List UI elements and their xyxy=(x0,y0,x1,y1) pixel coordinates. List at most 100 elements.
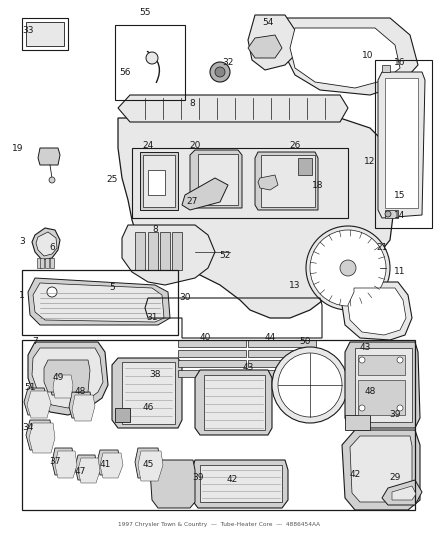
Polygon shape xyxy=(191,460,287,508)
Polygon shape xyxy=(50,258,54,268)
Text: 42: 42 xyxy=(349,471,360,480)
Text: 5: 5 xyxy=(109,284,115,293)
Polygon shape xyxy=(391,486,415,500)
Text: 13: 13 xyxy=(289,280,300,289)
Polygon shape xyxy=(194,370,272,435)
Polygon shape xyxy=(200,465,281,502)
Polygon shape xyxy=(247,360,315,367)
Text: 49: 49 xyxy=(52,374,64,383)
Circle shape xyxy=(305,226,389,310)
Text: 25: 25 xyxy=(106,175,117,184)
Polygon shape xyxy=(357,380,404,415)
Text: 8: 8 xyxy=(152,225,158,235)
Polygon shape xyxy=(177,370,245,377)
Polygon shape xyxy=(247,350,315,357)
Polygon shape xyxy=(349,436,411,502)
Polygon shape xyxy=(26,22,64,46)
Circle shape xyxy=(339,260,355,276)
Polygon shape xyxy=(32,228,60,260)
Polygon shape xyxy=(55,451,77,478)
Polygon shape xyxy=(384,210,397,218)
Text: 31: 31 xyxy=(146,313,157,322)
Text: 48: 48 xyxy=(74,387,85,397)
Polygon shape xyxy=(27,391,51,418)
Text: 37: 37 xyxy=(49,457,60,466)
Polygon shape xyxy=(148,232,158,270)
Text: 32: 32 xyxy=(222,58,233,67)
Polygon shape xyxy=(122,225,215,285)
Circle shape xyxy=(146,52,158,64)
Polygon shape xyxy=(28,278,170,325)
Text: 41: 41 xyxy=(99,461,110,470)
Circle shape xyxy=(384,211,390,217)
Polygon shape xyxy=(26,420,52,450)
Polygon shape xyxy=(247,370,315,377)
Polygon shape xyxy=(53,375,73,398)
Text: 55: 55 xyxy=(139,7,150,17)
Text: 48: 48 xyxy=(364,387,375,397)
Text: 8: 8 xyxy=(189,99,194,108)
Text: 39: 39 xyxy=(192,473,203,482)
Polygon shape xyxy=(52,448,74,475)
Text: 46: 46 xyxy=(142,403,153,413)
Polygon shape xyxy=(182,178,227,210)
Polygon shape xyxy=(148,170,165,195)
Text: 44: 44 xyxy=(264,334,275,343)
Polygon shape xyxy=(122,362,175,424)
Circle shape xyxy=(396,405,402,411)
Polygon shape xyxy=(135,232,145,270)
Polygon shape xyxy=(150,460,194,508)
Text: 43: 43 xyxy=(242,364,253,373)
Polygon shape xyxy=(177,340,245,347)
Circle shape xyxy=(49,177,55,183)
Circle shape xyxy=(309,230,385,306)
Polygon shape xyxy=(247,35,281,58)
Text: 7: 7 xyxy=(32,337,38,346)
Polygon shape xyxy=(297,158,311,175)
Text: 15: 15 xyxy=(393,190,405,199)
Text: 54: 54 xyxy=(262,18,273,27)
Text: 34: 34 xyxy=(22,424,34,432)
Text: 27: 27 xyxy=(186,198,197,206)
Text: 43: 43 xyxy=(358,343,370,352)
Text: 19: 19 xyxy=(12,143,24,152)
Polygon shape xyxy=(347,288,405,335)
Polygon shape xyxy=(384,78,417,208)
Polygon shape xyxy=(24,388,48,415)
Text: 3: 3 xyxy=(19,238,25,246)
Circle shape xyxy=(209,62,230,82)
Polygon shape xyxy=(33,283,164,322)
Text: 14: 14 xyxy=(393,211,405,220)
Text: 1: 1 xyxy=(19,290,25,300)
Polygon shape xyxy=(118,95,347,122)
Polygon shape xyxy=(112,358,182,428)
Circle shape xyxy=(272,347,347,423)
Polygon shape xyxy=(32,348,103,408)
Polygon shape xyxy=(100,453,123,478)
Polygon shape xyxy=(22,18,68,50)
Polygon shape xyxy=(50,372,70,395)
Polygon shape xyxy=(279,18,417,95)
Text: 1997 Chrysler Town & Country  —  Tube-Heater Core  —  4886454AA: 1997 Chrysler Town & Country — Tube-Heat… xyxy=(118,522,319,528)
Polygon shape xyxy=(377,72,424,218)
Circle shape xyxy=(47,287,57,297)
Polygon shape xyxy=(357,355,404,375)
Polygon shape xyxy=(118,118,394,318)
Polygon shape xyxy=(172,232,182,270)
Text: 10: 10 xyxy=(361,51,373,60)
Text: 39: 39 xyxy=(389,410,400,419)
Text: 29: 29 xyxy=(389,473,400,482)
Polygon shape xyxy=(261,155,314,207)
Bar xyxy=(115,25,184,100)
Text: 18: 18 xyxy=(311,181,323,190)
Text: 52: 52 xyxy=(219,251,230,260)
Polygon shape xyxy=(247,340,315,347)
Polygon shape xyxy=(97,450,120,475)
Polygon shape xyxy=(254,152,317,210)
Polygon shape xyxy=(28,342,108,415)
Text: 16: 16 xyxy=(393,58,405,67)
Bar xyxy=(374,60,431,228)
Polygon shape xyxy=(204,375,265,430)
Polygon shape xyxy=(198,154,237,205)
Polygon shape xyxy=(44,360,90,392)
